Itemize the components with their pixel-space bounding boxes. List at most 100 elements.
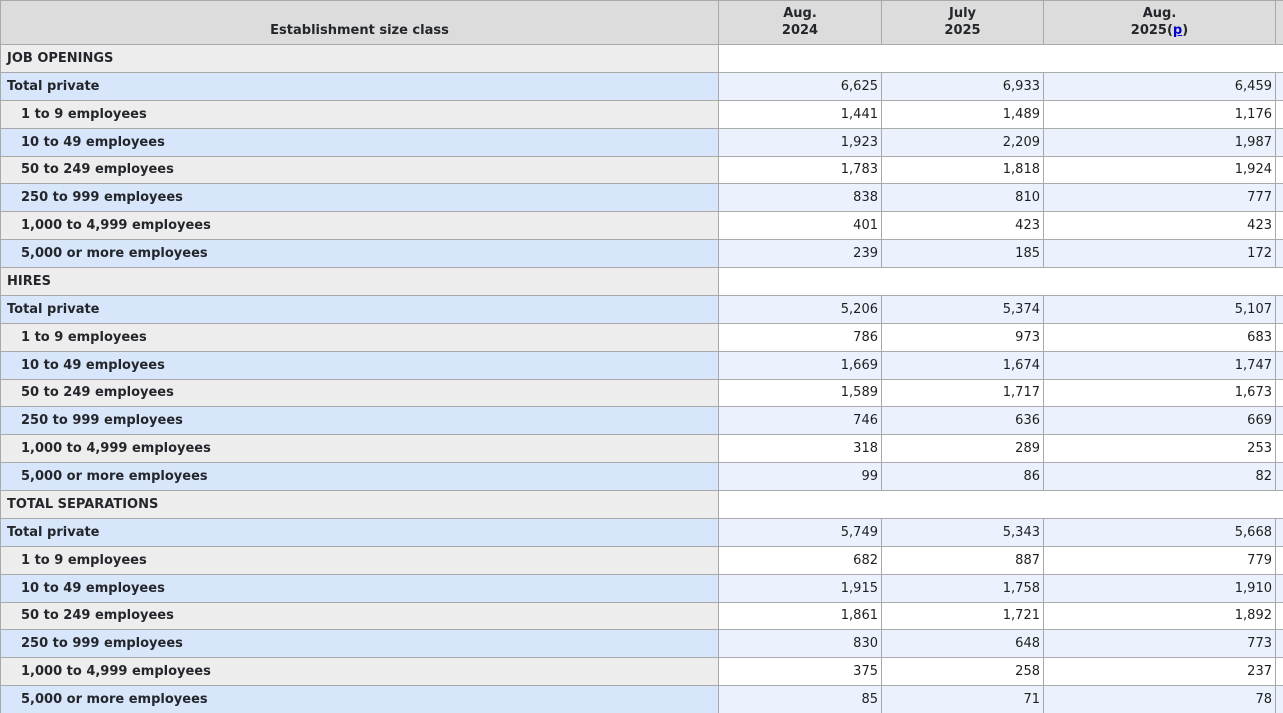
preliminary-footnote-link[interactable]: p	[1172, 23, 1183, 38]
cutoff-column-cell	[1275, 350, 1283, 380]
value-aug-2024: 6,625	[718, 71, 882, 101]
value-aug-2024: 85	[718, 685, 882, 713]
table-row: 5,000 or more employees 99 86 82	[0, 462, 1283, 491]
row-label: 5,000 or more employees	[0, 685, 719, 713]
row-label: 10 to 49 employees	[0, 127, 719, 157]
header-month-line2: 2024	[781, 23, 819, 38]
value-aug-2025p: 777	[1043, 183, 1276, 213]
row-label: 50 to 249 employees	[0, 601, 719, 631]
cutoff-column-cell	[1275, 406, 1283, 436]
value-july-2025: 648	[881, 629, 1044, 659]
value-aug-2025p: 683	[1043, 322, 1276, 352]
value-aug-2024: 401	[718, 211, 882, 241]
table-row: Total private 5,206 5,374 5,107	[0, 294, 1283, 324]
value-aug-2025p: 172	[1043, 239, 1276, 268]
value-aug-2025p: 1,747	[1043, 350, 1276, 380]
row-label: 250 to 999 employees	[0, 183, 719, 213]
cutoff-column-cell	[1275, 294, 1283, 324]
table-row: 250 to 999 employees 830 648 773	[0, 629, 1283, 659]
value-aug-2024: 1,861	[718, 601, 882, 631]
table-row: 250 to 999 employees 838 810 777	[0, 183, 1283, 213]
value-aug-2024: 99	[718, 462, 882, 491]
value-aug-2025p: 773	[1043, 629, 1276, 659]
value-july-2025: 5,343	[881, 517, 1044, 547]
section-spacer-cell	[718, 267, 1283, 296]
value-aug-2024: 786	[718, 322, 882, 352]
cutoff-column-cell	[1275, 239, 1283, 268]
value-july-2025: 71	[881, 685, 1044, 713]
value-july-2025: 289	[881, 434, 1044, 464]
header-july-2025: July 2025	[881, 0, 1044, 45]
value-july-2025: 185	[881, 239, 1044, 268]
section-row-total-separations: TOTAL SEPARATIONS	[0, 490, 1283, 519]
value-aug-2024: 1,589	[718, 378, 882, 408]
value-aug-2025p: 423	[1043, 211, 1276, 241]
value-aug-2024: 375	[718, 657, 882, 687]
value-aug-2024: 239	[718, 239, 882, 268]
row-label: Total private	[0, 517, 719, 547]
header-aug-2025p: Aug. 2025(p)	[1043, 0, 1276, 45]
value-aug-2024: 830	[718, 629, 882, 659]
section-spacer-cell	[718, 44, 1283, 73]
value-aug-2025p: 82	[1043, 462, 1276, 491]
cutoff-column-cell	[1275, 155, 1283, 185]
row-label: 250 to 999 employees	[0, 629, 719, 659]
value-july-2025: 6,933	[881, 71, 1044, 101]
table-row: 50 to 249 employees 1,783 1,818 1,924	[0, 155, 1283, 185]
table-row: 5,000 or more employees 85 71 78	[0, 685, 1283, 713]
table-row: Total private 6,625 6,933 6,459	[0, 71, 1283, 101]
section-row-job-openings: JOB OPENINGS	[0, 44, 1283, 73]
cutoff-column-cell	[1275, 517, 1283, 547]
value-aug-2025p: 1,176	[1043, 99, 1276, 129]
value-aug-2025p: 1,892	[1043, 601, 1276, 631]
header-month-line2: 2025	[944, 23, 981, 38]
value-july-2025: 5,374	[881, 294, 1044, 324]
row-label: 1 to 9 employees	[0, 322, 719, 352]
row-label: 1,000 to 4,999 employees	[0, 657, 719, 687]
cutoff-column-cell	[1275, 462, 1283, 491]
value-aug-2025p: 1,987	[1043, 127, 1276, 157]
value-aug-2025p: 5,668	[1043, 517, 1276, 547]
table-row: 1 to 9 employees 1,441 1,489 1,176	[0, 99, 1283, 129]
value-july-2025: 423	[881, 211, 1044, 241]
section-title: HIRES	[0, 267, 719, 296]
table-row: 250 to 999 employees 746 636 669	[0, 406, 1283, 436]
row-label: 10 to 49 employees	[0, 573, 719, 603]
value-aug-2025p: 237	[1043, 657, 1276, 687]
value-aug-2024: 318	[718, 434, 882, 464]
row-label: 5,000 or more employees	[0, 239, 719, 268]
header-year-post: )	[1182, 23, 1189, 38]
section-title: JOB OPENINGS	[0, 44, 719, 73]
table-row: 10 to 49 employees 1,669 1,674 1,747	[0, 350, 1283, 380]
table-header-row: Establishment size class Aug. 2024 July 20…	[0, 0, 1283, 45]
table-row: 50 to 249 employees 1,589 1,717 1,673	[0, 378, 1283, 408]
cutoff-column-cell	[1275, 657, 1283, 687]
table-row: 1,000 to 4,999 employees 375 258 237	[0, 657, 1283, 687]
row-label: Total private	[0, 71, 719, 101]
value-aug-2024: 682	[718, 545, 882, 575]
value-july-2025: 1,818	[881, 155, 1044, 185]
cutoff-column-cell	[1275, 71, 1283, 101]
table-row: 5,000 or more employees 239 185 172	[0, 239, 1283, 268]
cutoff-column-cell	[1275, 378, 1283, 408]
header-year-pre: 2025(	[1130, 23, 1173, 38]
cutoff-column-cell	[1275, 685, 1283, 713]
value-aug-2025p: 253	[1043, 434, 1276, 464]
cutoff-column-cell	[1275, 99, 1283, 129]
cutoff-column-cell	[1275, 183, 1283, 213]
header-month-line1: Aug.	[783, 6, 817, 21]
section-title: TOTAL SEPARATIONS	[0, 490, 719, 519]
cutoff-column-cell	[1275, 601, 1283, 631]
cutoff-column-cell	[1275, 545, 1283, 575]
table-row: 1 to 9 employees 682 887 779	[0, 545, 1283, 575]
table-row: 1 to 9 employees 786 973 683	[0, 322, 1283, 352]
row-label: 10 to 49 employees	[0, 350, 719, 380]
value-aug-2024: 1,669	[718, 350, 882, 380]
section-spacer-cell	[718, 490, 1283, 519]
value-aug-2024: 838	[718, 183, 882, 213]
cutoff-column-cell	[1275, 629, 1283, 659]
cutoff-column-cell	[1275, 434, 1283, 464]
value-july-2025: 1,489	[881, 99, 1044, 129]
value-aug-2025p: 6,459	[1043, 71, 1276, 101]
